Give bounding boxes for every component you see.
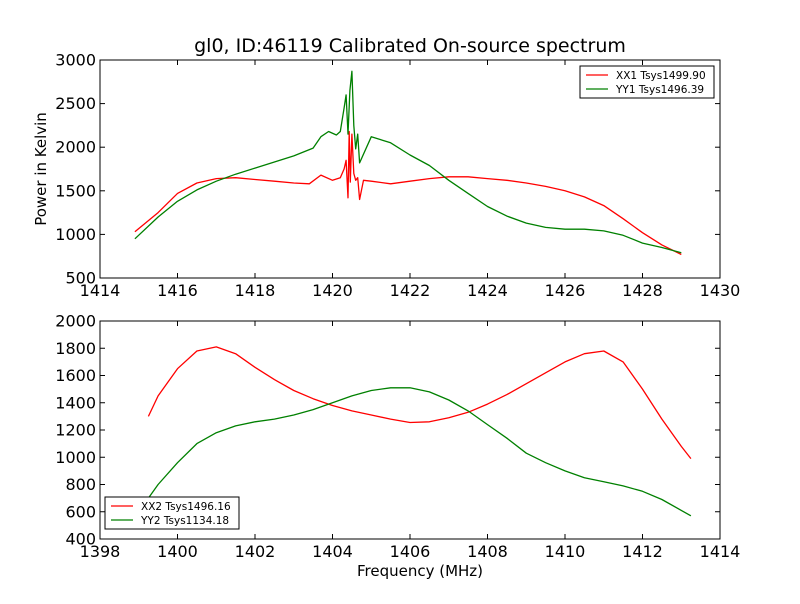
y-tick-label: 2000 [55,138,96,157]
x-tick-label: 1424 [467,281,508,300]
legend-box [579,65,715,99]
y-tick-label: 1500 [55,181,96,200]
y-tick-label: 2000 [55,312,96,331]
x-tick-label: 1402 [235,542,276,561]
series-line-2-2 [147,387,692,517]
y-tick-label: 1800 [55,339,96,358]
y-axis-label: Power in Kelvin [32,112,50,226]
x-tick-label: 1412 [622,542,663,561]
x-tick-label: 1404 [312,542,353,561]
x-tick-label: 1416 [157,281,198,300]
legend-box [104,496,240,530]
x-tick-label: 1406 [390,542,431,561]
chart-panel-1: 1414 1416 1418 1420 1422 1424 1426 1428 1430 500 1… [32,51,740,301]
figure-title: gl0, ID:46119 Calibrated On-source spect… [194,35,626,57]
x-tick-label: 1408 [467,542,508,561]
x-tick-label: 1414 [700,542,741,561]
legend-entry: XX1 Tsys1499.90 [616,70,706,82]
y-tick-label: 600 [65,502,96,521]
x-tick-label: 1426 [545,281,586,300]
x-tick-label: 1418 [235,281,276,300]
y-tick-label: 1600 [55,366,96,385]
y-tick-label: 3000 [55,51,96,70]
x-tick-label: 1422 [390,281,431,300]
legend-entry: YY1 Tsys1496.39 [615,84,704,96]
series-line-1-2 [134,70,682,254]
x-tick-label: 1414 [80,281,121,300]
x-axis-label: Frequency (MHz) [357,562,483,580]
x-tick-label: 1400 [157,542,198,561]
x-tick-label: 1428 [622,281,663,300]
y-tick-label: 500 [65,269,96,288]
legend-entry: XX2 Tsys1496.16 [141,501,231,513]
x-tick-label: 1410 [545,542,586,561]
y-tick-label: 1000 [55,225,96,244]
series-line-1-1 [134,130,682,256]
y-tick-label: 400 [65,530,96,549]
y-tick-label: 1400 [55,393,96,412]
legend-2: XX2 Tsys1496.16 YY2 Tsys1134.18 [104,496,240,530]
x-tick-label: 1420 [312,281,353,300]
x-tick-label: 1398 [80,542,121,561]
chart-panel-2: 1398 1400 1402 1404 1406 1408 1410 1412 1414 400 6… [55,312,740,581]
y-tick-label: 1200 [55,421,96,440]
y-tick-label: 1000 [55,448,96,467]
x-tick-label: 1430 [700,281,741,300]
legend-1: XX1 Tsys1499.90 YY1 Tsys1496.39 [579,65,715,99]
y-tick-label: 800 [65,475,96,494]
series-line-2-1 [147,346,692,460]
y-tick-label: 2500 [55,94,96,113]
legend-entry: YY2 Tsys1134.18 [140,515,229,527]
